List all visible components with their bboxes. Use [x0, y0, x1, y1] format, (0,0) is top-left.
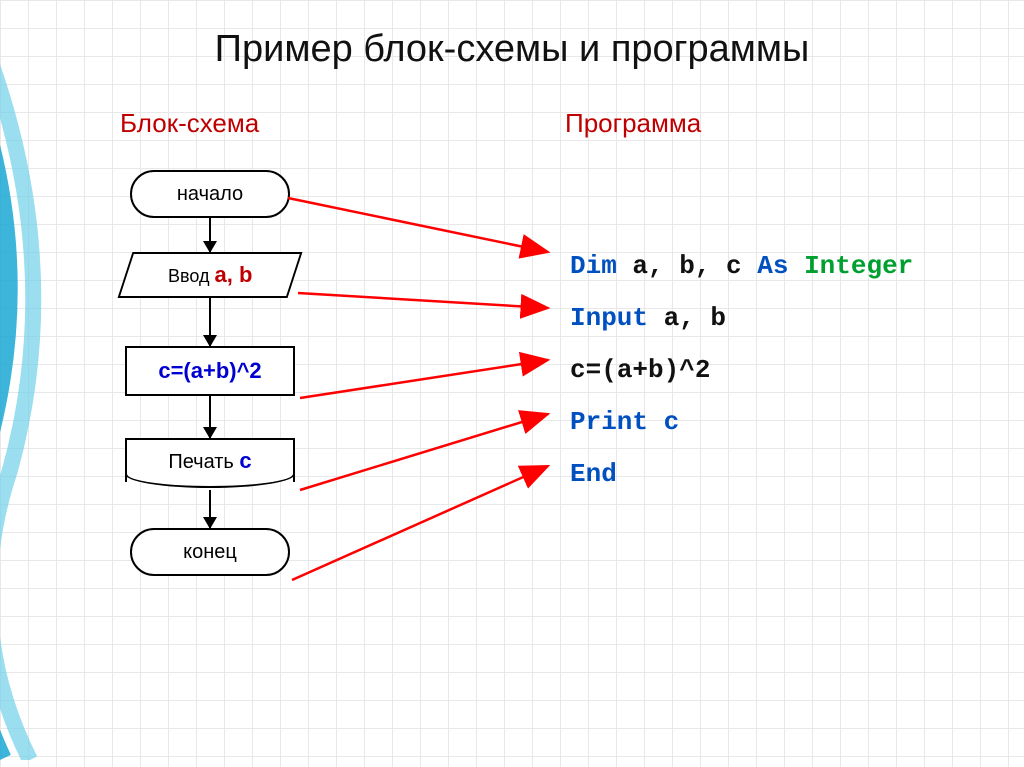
kw-end: End — [570, 459, 617, 489]
end-label: конец — [183, 541, 237, 564]
code-print-var: c — [648, 407, 679, 437]
subtitle-program: Программа — [565, 108, 701, 139]
code-line-5: End — [570, 448, 913, 500]
process-node: c=(a+b)^2 — [125, 346, 295, 396]
kw-input: Input — [570, 303, 648, 333]
code-line-2: Input a, b — [570, 292, 913, 344]
program-code: Dim a, b, c As Integer Input a, b c=(a+b… — [570, 240, 913, 500]
flowchart: начало Ввод a, b c=(a+b)^2 Печать c коне… — [110, 170, 310, 576]
connector — [209, 218, 211, 252]
input-vars: a, b — [214, 262, 252, 287]
connector — [209, 298, 211, 346]
connector — [209, 490, 211, 528]
input-prefix: Ввод — [168, 266, 215, 286]
subtitle-flowchart: Блок-схема — [120, 108, 259, 139]
code-line-4: Print c — [570, 396, 913, 448]
page-title: Пример блок-схемы и программы — [0, 0, 1024, 71]
code-line-1: Dim a, b, c As Integer — [570, 240, 913, 292]
code-line-3: c=(a+b)^2 — [570, 344, 913, 396]
output-prefix: Печать — [168, 451, 239, 473]
output-node: Печать c — [125, 438, 295, 482]
kw-print: Print — [570, 407, 648, 437]
code-c: c — [570, 355, 586, 385]
code-expr: =(a+b)^2 — [586, 355, 711, 385]
code-input-vars: a, b — [648, 303, 726, 333]
kw-as: As — [757, 251, 788, 281]
kw-integer: Integer — [788, 251, 913, 281]
output-var: c — [239, 448, 251, 473]
connector — [209, 396, 211, 438]
input-node: Ввод a, b — [118, 252, 303, 298]
start-label: начало — [177, 183, 243, 206]
end-node: конец — [130, 528, 290, 576]
code-vars: a, b, c — [617, 251, 757, 281]
kw-dim: Dim — [570, 251, 617, 281]
start-node: начало — [130, 170, 290, 218]
process-text: c=(a+b)^2 — [158, 358, 261, 384]
